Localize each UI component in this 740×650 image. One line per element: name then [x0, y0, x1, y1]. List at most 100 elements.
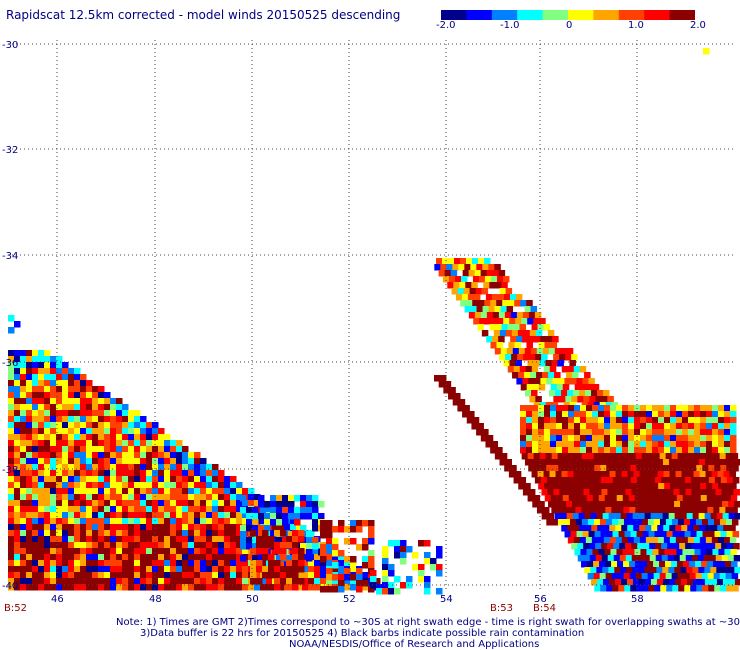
- wind-cell: [56, 374, 63, 381]
- wind-cell: [617, 561, 624, 568]
- wind-cell: [604, 549, 611, 556]
- wind-cell: [74, 554, 81, 561]
- wind-cell: [122, 440, 129, 447]
- wind-cell: [140, 542, 147, 549]
- wind-cell: [509, 360, 516, 367]
- wind-cell: [56, 488, 63, 495]
- wind-cell: [561, 525, 568, 532]
- wind-cell: [646, 549, 653, 556]
- wind-cell: [140, 524, 147, 531]
- wind-cell: [693, 471, 701, 478]
- wind-cell: [524, 483, 531, 490]
- wind-cell: [68, 476, 75, 483]
- wind-cell: [616, 483, 623, 490]
- wind-cell: [502, 300, 509, 307]
- wind-cell: [596, 501, 603, 508]
- wind-cell: [700, 435, 707, 442]
- wind-cell: [122, 470, 129, 477]
- colorbar-segment: [512, 10, 518, 20]
- wind-cell: [296, 524, 303, 531]
- wind-cell: [598, 435, 605, 442]
- wind-cell: [715, 555, 723, 562]
- wind-cell: [731, 453, 739, 460]
- wind-cell: [182, 494, 189, 501]
- wind-cell: [14, 356, 21, 363]
- wind-cell: [292, 548, 299, 555]
- wind-cell: [80, 470, 87, 477]
- wind-cell: [462, 270, 470, 277]
- wind-cell: [573, 525, 580, 532]
- wind-cell: [158, 536, 165, 543]
- wind-cell: [74, 386, 81, 393]
- wind-cell: [262, 584, 269, 591]
- wind-cell: [158, 548, 165, 555]
- wind-cell: [648, 465, 655, 472]
- wind-cell: [92, 440, 99, 447]
- wind-cell: [652, 441, 659, 448]
- wind-cell: [212, 518, 219, 525]
- wind-cell: [146, 542, 153, 549]
- wind-cell: [722, 513, 730, 520]
- wind-cell: [254, 500, 261, 507]
- wind-cell: [603, 525, 610, 532]
- wind-cell: [290, 524, 297, 531]
- wind-cell: [20, 362, 27, 369]
- wind-cell: [682, 549, 689, 556]
- colorbar-segment: [584, 10, 590, 20]
- wind-cell: [700, 411, 707, 418]
- wind-cell: [32, 434, 39, 441]
- wind-cell: [200, 494, 207, 501]
- wind-cell: [170, 554, 177, 561]
- wind-cell: [62, 548, 69, 555]
- wind-cell: [731, 507, 738, 514]
- wind-cell: [56, 518, 63, 525]
- wind-cell: [706, 429, 713, 436]
- wind-cell: [68, 506, 75, 513]
- wind-cell: [638, 579, 646, 586]
- wind-cell: [68, 482, 75, 489]
- wind-cell: [700, 423, 707, 430]
- wind-cell: [714, 477, 722, 484]
- wind-cell: [104, 512, 111, 519]
- wind-cell: [68, 530, 75, 537]
- wind-cell: [38, 506, 45, 513]
- wind-cell: [542, 348, 550, 355]
- swath-time-label: B:53: [490, 603, 513, 614]
- wind-cell: [672, 477, 680, 484]
- wind-cell: [230, 584, 237, 591]
- wind-cell: [326, 520, 333, 527]
- wind-cell: [673, 543, 680, 550]
- wind-cell: [288, 531, 295, 538]
- wind-cell: [608, 459, 616, 466]
- wind-cell: [566, 501, 573, 508]
- wind-cell: [302, 584, 309, 591]
- wind-cell: [306, 531, 313, 538]
- wind-cell: [576, 477, 584, 484]
- wind-cell: [212, 566, 219, 573]
- wind-cell: [158, 572, 165, 579]
- wind-cell: [714, 465, 721, 472]
- wind-cell: [636, 477, 644, 484]
- wind-cell: [104, 422, 111, 429]
- wind-cell: [613, 543, 620, 550]
- wind-cell: [274, 566, 281, 573]
- wind-cell: [575, 453, 583, 460]
- wind-cell: [240, 507, 247, 514]
- wind-cell: [300, 543, 307, 550]
- wind-cell: [256, 560, 263, 567]
- wind-cell: [694, 435, 701, 442]
- wind-cell: [642, 585, 649, 592]
- wind-cell: [552, 465, 559, 472]
- wind-cell: [703, 543, 710, 550]
- wind-cell: [728, 459, 736, 466]
- wind-cell: [20, 380, 27, 387]
- wind-cell: [152, 530, 159, 537]
- wind-cell: [712, 435, 719, 442]
- wind-cell: [298, 530, 305, 537]
- wind-cell: [188, 452, 195, 459]
- wind-cell: [551, 453, 559, 460]
- wind-cell: [206, 584, 213, 591]
- colorbar-segment: [623, 10, 628, 20]
- colorbar-segment: [669, 10, 675, 20]
- wind-cell: [549, 390, 556, 397]
